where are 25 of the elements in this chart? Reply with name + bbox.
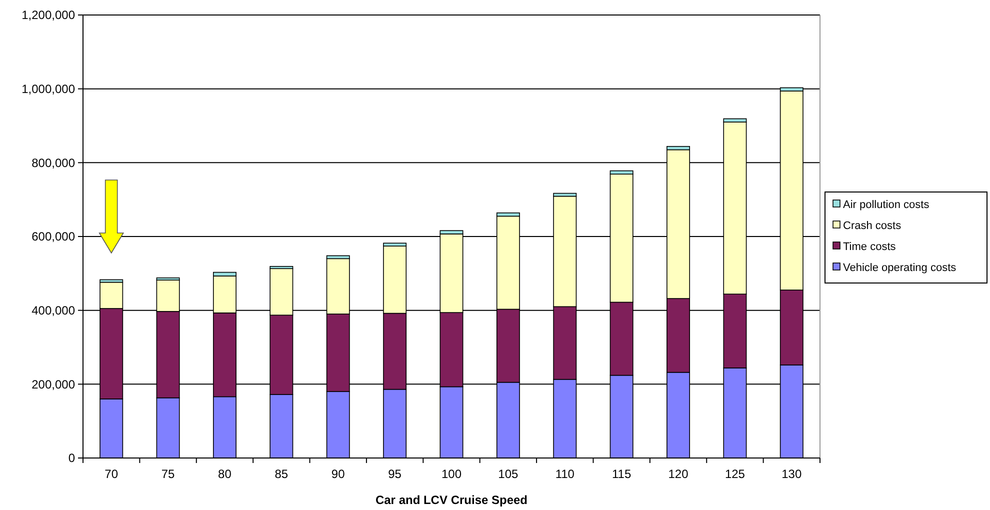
y-tick-label: 800,000: [32, 156, 76, 170]
legend-label: Air pollution costs: [843, 198, 930, 211]
x-tick-label: 125: [724, 467, 746, 481]
x-tick-label: 90: [331, 467, 346, 481]
legend-label: Crash costs: [843, 220, 902, 232]
legend-label: Vehicle operating costs: [843, 262, 957, 274]
x-tick-label: 120: [668, 467, 689, 481]
x-tick-label: 95: [388, 467, 402, 481]
y-tick-label: 1,000,000: [22, 82, 76, 96]
y-tick-label: 0: [68, 451, 76, 466]
legend-label: Time costs: [843, 240, 896, 253]
x-tick-label: 130: [782, 467, 802, 481]
y-tick-label: 200,000: [32, 377, 76, 392]
x-tick-label: 105: [498, 467, 519, 481]
x-tick-label: 75: [161, 467, 176, 481]
x-tick-label: 70: [104, 467, 118, 481]
y-tick-label: 600,000: [32, 230, 76, 244]
x-tick-label: 80: [218, 467, 232, 481]
y-tick-label: 1,200,000: [22, 8, 76, 22]
x-tick-label: 85: [274, 467, 288, 481]
x-axis-title: Car and LCV Cruise Speed: [375, 493, 528, 507]
x-tick-label: 110: [555, 467, 575, 481]
x-tick-label: 115: [612, 467, 632, 481]
x-tick-label: 100: [441, 467, 462, 481]
y-tick-label: 400,000: [32, 304, 76, 318]
